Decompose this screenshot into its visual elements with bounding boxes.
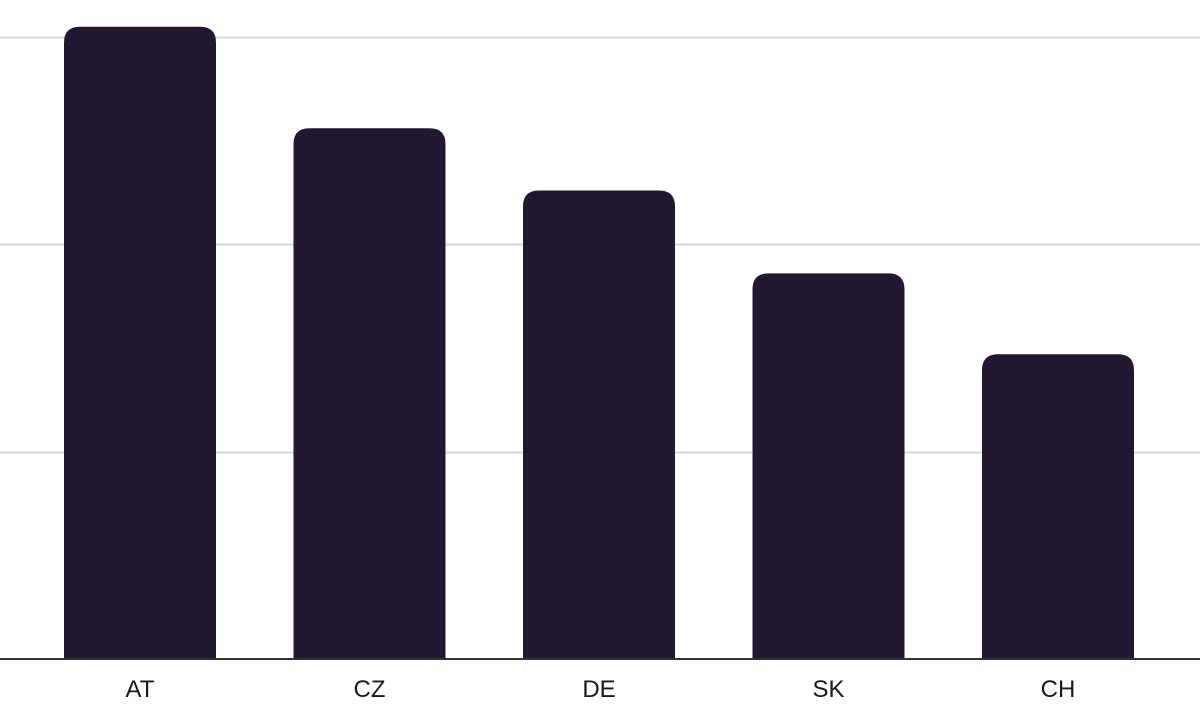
- bars: [64, 26, 1134, 660]
- x-tick-label-at: AT: [126, 676, 155, 703]
- bar-de: [523, 190, 675, 659]
- bar-ch: [982, 354, 1134, 659]
- bar-cz: [293, 128, 446, 659]
- bar-sk: [752, 273, 905, 659]
- x-tick-label-sk: SK: [812, 676, 844, 703]
- x-tick-label-cz: CZ: [354, 676, 386, 703]
- category-labels: AT CZ DE SK CH: [126, 676, 1076, 703]
- x-tick-label-de: DE: [582, 676, 615, 703]
- x-tick-label-ch: CH: [1041, 676, 1076, 703]
- bar-at: [64, 26, 216, 660]
